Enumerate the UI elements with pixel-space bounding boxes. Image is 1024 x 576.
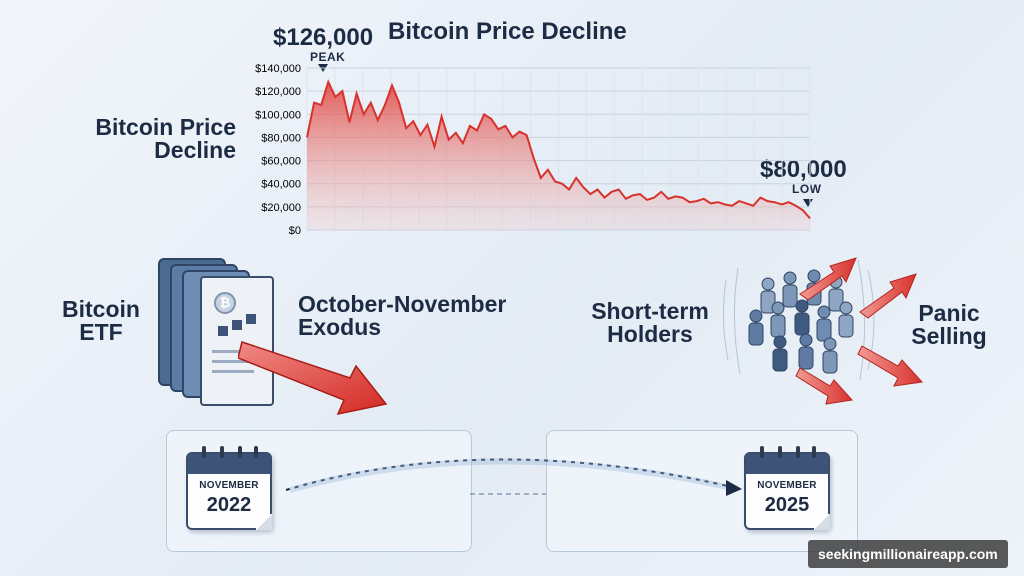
panic-label-line1: Panic: [918, 300, 980, 326]
calendar-start-month: NOVEMBER: [199, 480, 259, 491]
holders-label-line2: Holders: [607, 321, 693, 348]
y-tick-label: $120,000: [255, 86, 301, 98]
person-icon: [822, 337, 838, 374]
low-marker-icon: [803, 199, 813, 207]
low-tag: LOW: [792, 182, 822, 196]
price-chart: $140,000 $120,000 $100,000 $80,000 $60,000 $4…: [255, 63, 811, 237]
watermark: seekingmillionaireapp.com: [808, 540, 1008, 568]
person-icon: [816, 305, 832, 342]
calendar-end-icon: NOVEMBER 2025: [744, 446, 830, 530]
person-icon: [782, 271, 798, 308]
panic-arrows-icon: [795, 257, 924, 405]
calendar-start-year: 2022: [206, 494, 252, 516]
price-line: [306, 79, 811, 220]
person-icon: [798, 333, 814, 370]
etf-documents-icon: ₿: [158, 248, 278, 408]
y-tick-label: $100,000: [255, 109, 301, 121]
person-icon: [794, 299, 810, 336]
y-tick-label: $60,000: [261, 156, 301, 168]
peak-tag: PEAK: [310, 50, 346, 64]
calendar-end-month: NOVEMBER: [757, 480, 817, 491]
side-label-line2: Decline: [154, 137, 236, 164]
chart-title: Bitcoin Price Decline: [388, 18, 627, 45]
timeline-connector: [285, 458, 742, 496]
etf-label: Bitcoin ETF: [58, 296, 144, 346]
side-label-line1: Bitcoin Price: [95, 114, 236, 140]
person-icon: [760, 277, 776, 314]
holders-label: Short-term Holders: [586, 298, 714, 348]
etf-label-line2: ETF: [79, 319, 123, 346]
person-icon: [838, 301, 854, 338]
calendar-end-year: 2025: [764, 494, 810, 516]
y-tick-label: $20,000: [261, 202, 301, 214]
timeline-arrowhead-icon: [726, 480, 742, 496]
exodus-label-line2: Exodus: [298, 314, 382, 341]
y-tick-label: $140,000: [255, 63, 301, 75]
etf-label-line1: Bitcoin: [62, 296, 140, 322]
exodus-label-line1: October-November: [298, 291, 507, 317]
etf-outflow-arrow-icon: [238, 341, 388, 416]
exodus-label: October-November Exodus: [298, 291, 507, 341]
calendar-start-icon: NOVEMBER 2022: [186, 446, 272, 530]
bitcoin-coin-icon: ₿: [214, 292, 236, 314]
peak-value: $126,000: [273, 24, 374, 51]
person-icon: [772, 335, 788, 372]
y-tick-label: $0: [289, 225, 301, 237]
price-area: [307, 81, 810, 231]
panic-label: Panic Selling: [906, 300, 992, 350]
side-label: Bitcoin Price Decline: [86, 114, 236, 164]
y-tick-label: $40,000: [261, 179, 301, 191]
y-axis-ticks: $140,000 $120,000 $100,000 $80,000 $60,000 $4…: [255, 63, 301, 237]
y-tick-label: $80,000: [261, 132, 301, 144]
person-icon: [748, 309, 764, 346]
holders-label-line1: Short-term: [591, 298, 709, 324]
panic-label-line2: Selling: [911, 323, 987, 350]
